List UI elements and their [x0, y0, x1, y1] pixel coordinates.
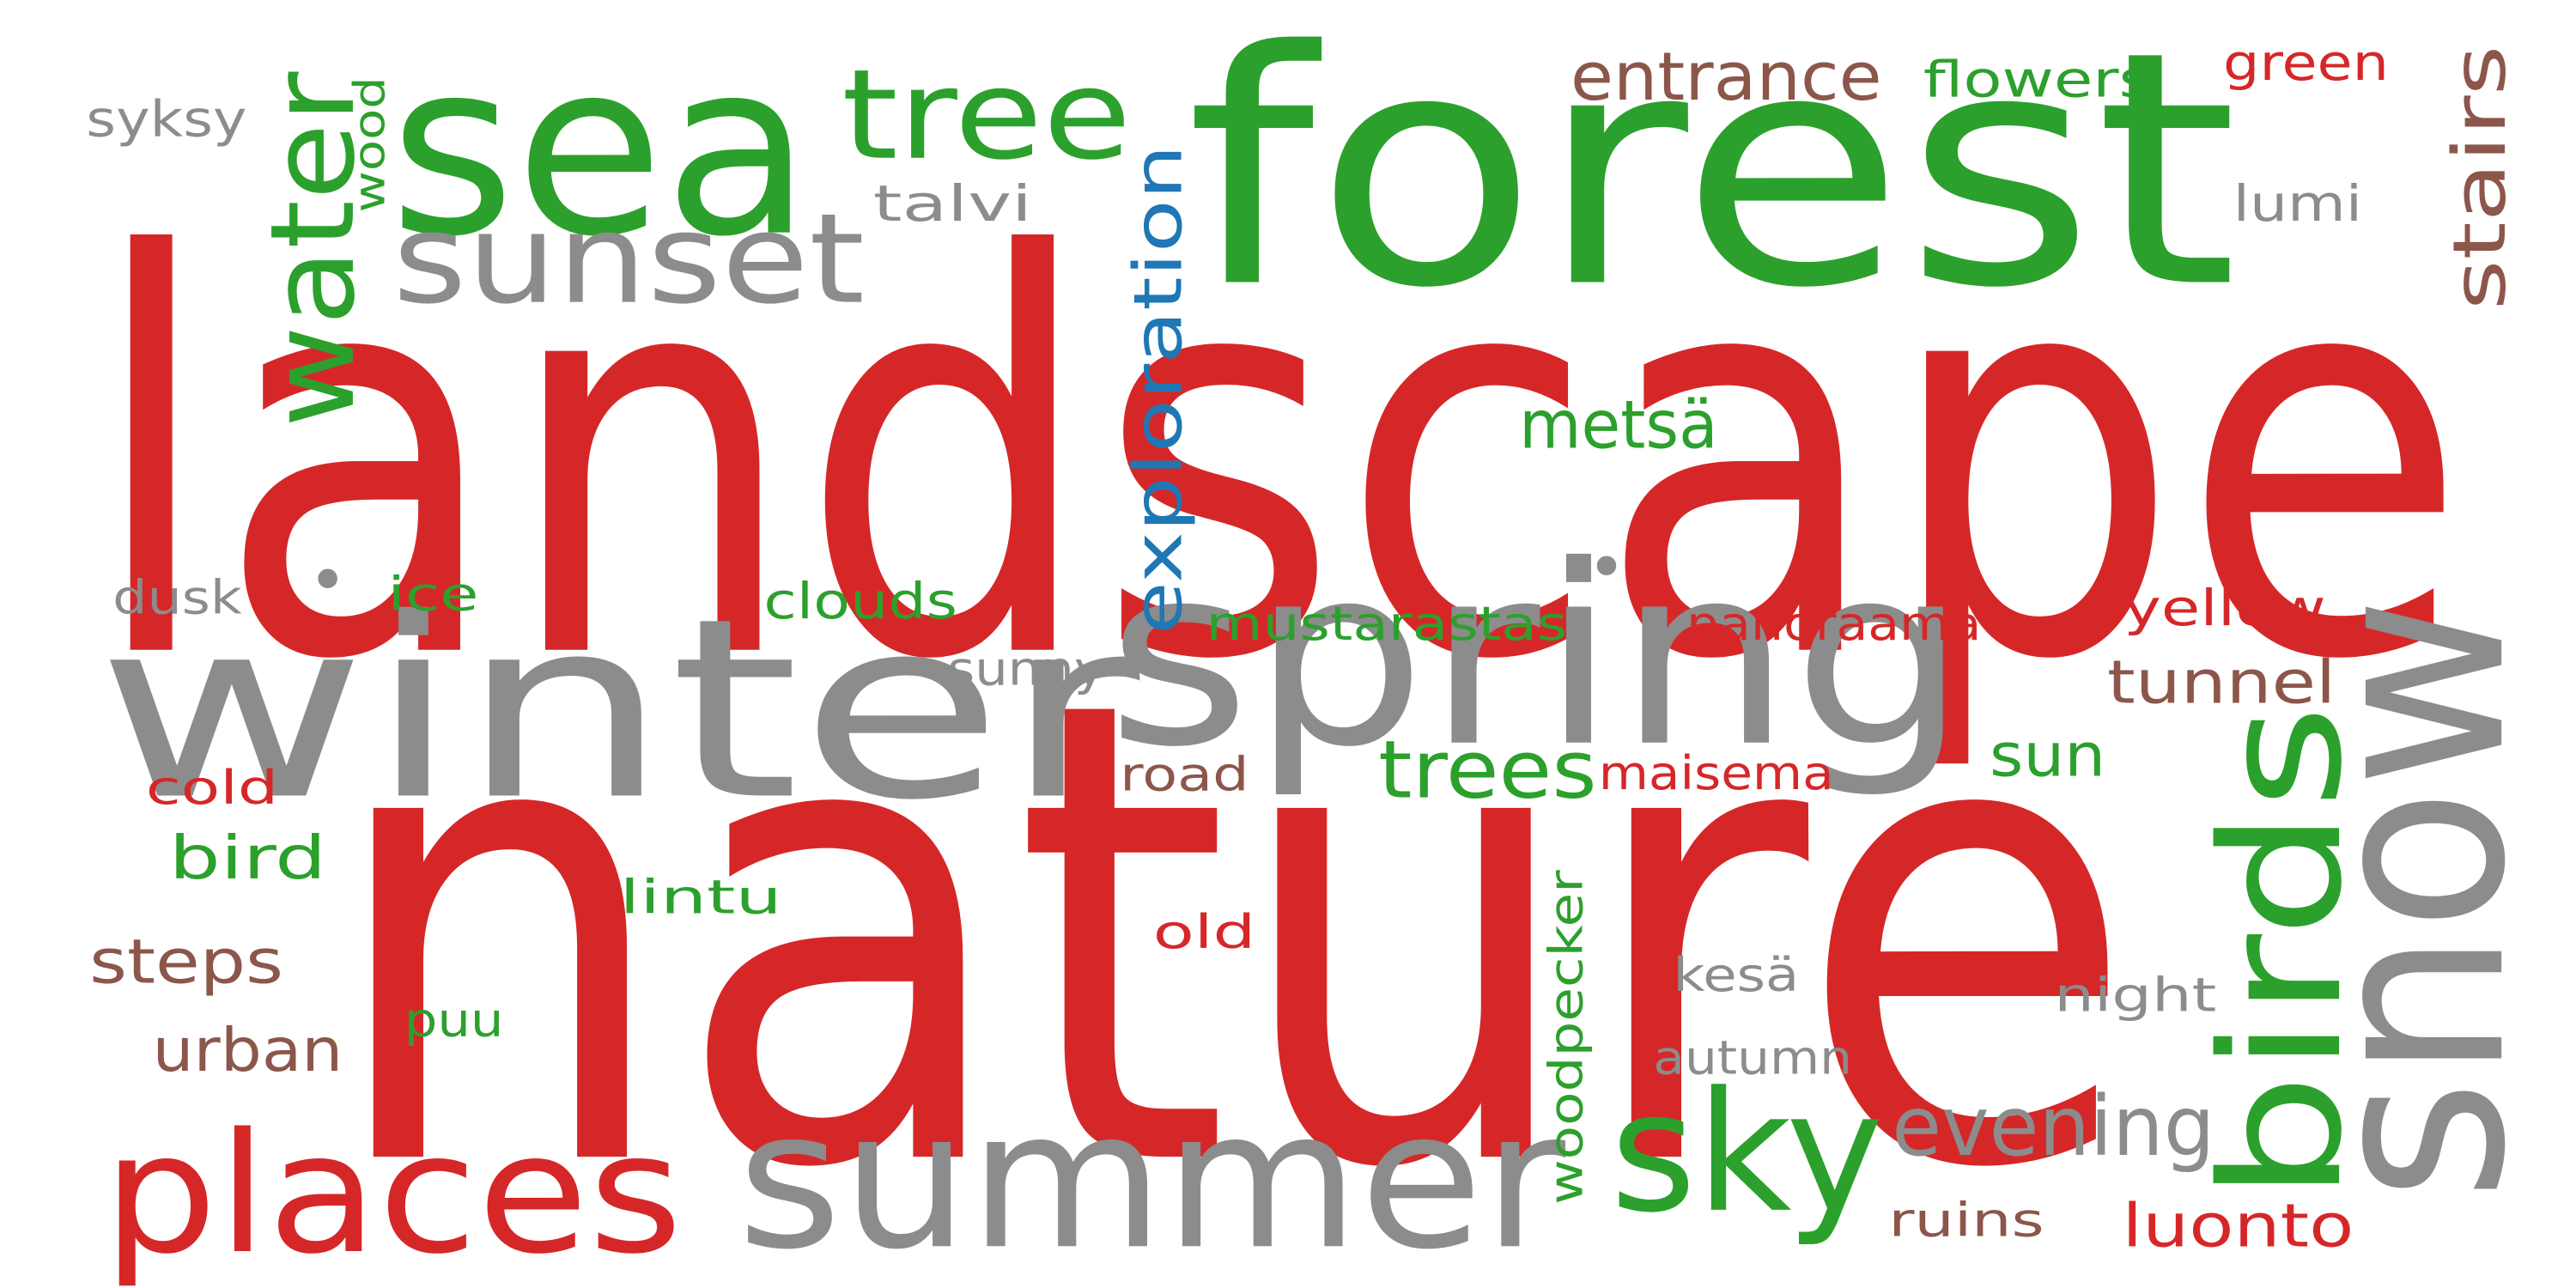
dot-mark: •	[1587, 529, 1626, 606]
word-landscape: landscape	[86, 143, 2468, 780]
word-bird: bird	[169, 824, 326, 893]
word-puu: puu	[404, 993, 504, 1047]
word-tunnel: tunnel	[2107, 648, 2336, 717]
word-lintu: lintu	[620, 871, 782, 925]
word-dusk: dusk	[112, 570, 242, 624]
word-places: places	[103, 1098, 683, 1288]
word-wood: wood	[344, 76, 395, 212]
word-sunny: sunny	[948, 641, 1105, 696]
word-sky: sky	[1610, 1057, 1883, 1249]
word-sunset: sunset	[392, 188, 865, 332]
word-winter: winter	[96, 566, 1144, 855]
word-syksy: syksy	[86, 90, 246, 149]
word-exploration: exploration	[1121, 144, 1198, 635]
word-panoraama: panoraama	[1686, 597, 1981, 651]
word-luonto: luonto	[2122, 1192, 2354, 1261]
word-mustarastas: mustarastas	[1206, 597, 1568, 651]
word-snow: snow	[2271, 597, 2561, 1201]
word-stairs: stairs	[2438, 46, 2523, 311]
word-maisema: maisema	[1599, 746, 1834, 800]
word-spring: spring	[1107, 513, 1968, 802]
word-metsa: metsä	[1519, 386, 1718, 464]
word-lumi: lumi	[2233, 174, 2362, 233]
word-birds: birds	[2186, 704, 2379, 1201]
word-trees: trees	[1378, 723, 1597, 816]
word-sea: sea	[389, 9, 811, 289]
word-entrance: entrance	[1571, 39, 1882, 116]
word-night: night	[2054, 968, 2216, 1022]
word-talvi: talvi	[873, 174, 1032, 233]
word-forest: forest	[1186, 0, 2238, 358]
word-road: road	[1120, 748, 1249, 802]
word-green: green	[2223, 33, 2389, 92]
word-old: old	[1153, 905, 1256, 959]
word-clouds: clouds	[763, 572, 957, 630]
word-nature: nature	[323, 566, 2137, 1288]
word-woodpecker: woodpecker	[1539, 869, 1593, 1205]
word-tree: tree	[841, 44, 1132, 188]
word-flowers: flowers	[1923, 50, 2152, 108]
word-sun: sun	[1990, 721, 2105, 790]
word-yellow: yellow	[2123, 579, 2325, 637]
word-urban: urban	[152, 1017, 343, 1085]
word-summer: summer	[738, 1070, 1566, 1288]
word-kesa: kesä	[1674, 948, 1800, 1002]
word-autumn: autumn	[1653, 1031, 1852, 1085]
word-cold: cold	[146, 761, 278, 815]
word-ice: ice	[387, 567, 478, 621]
word-water: water	[246, 71, 380, 428]
dot-mark: •	[308, 543, 348, 620]
word-steps: steps	[89, 927, 283, 998]
word-ruins: ruins	[1888, 1194, 2044, 1248]
word-evening: evening	[1892, 1078, 2215, 1175]
